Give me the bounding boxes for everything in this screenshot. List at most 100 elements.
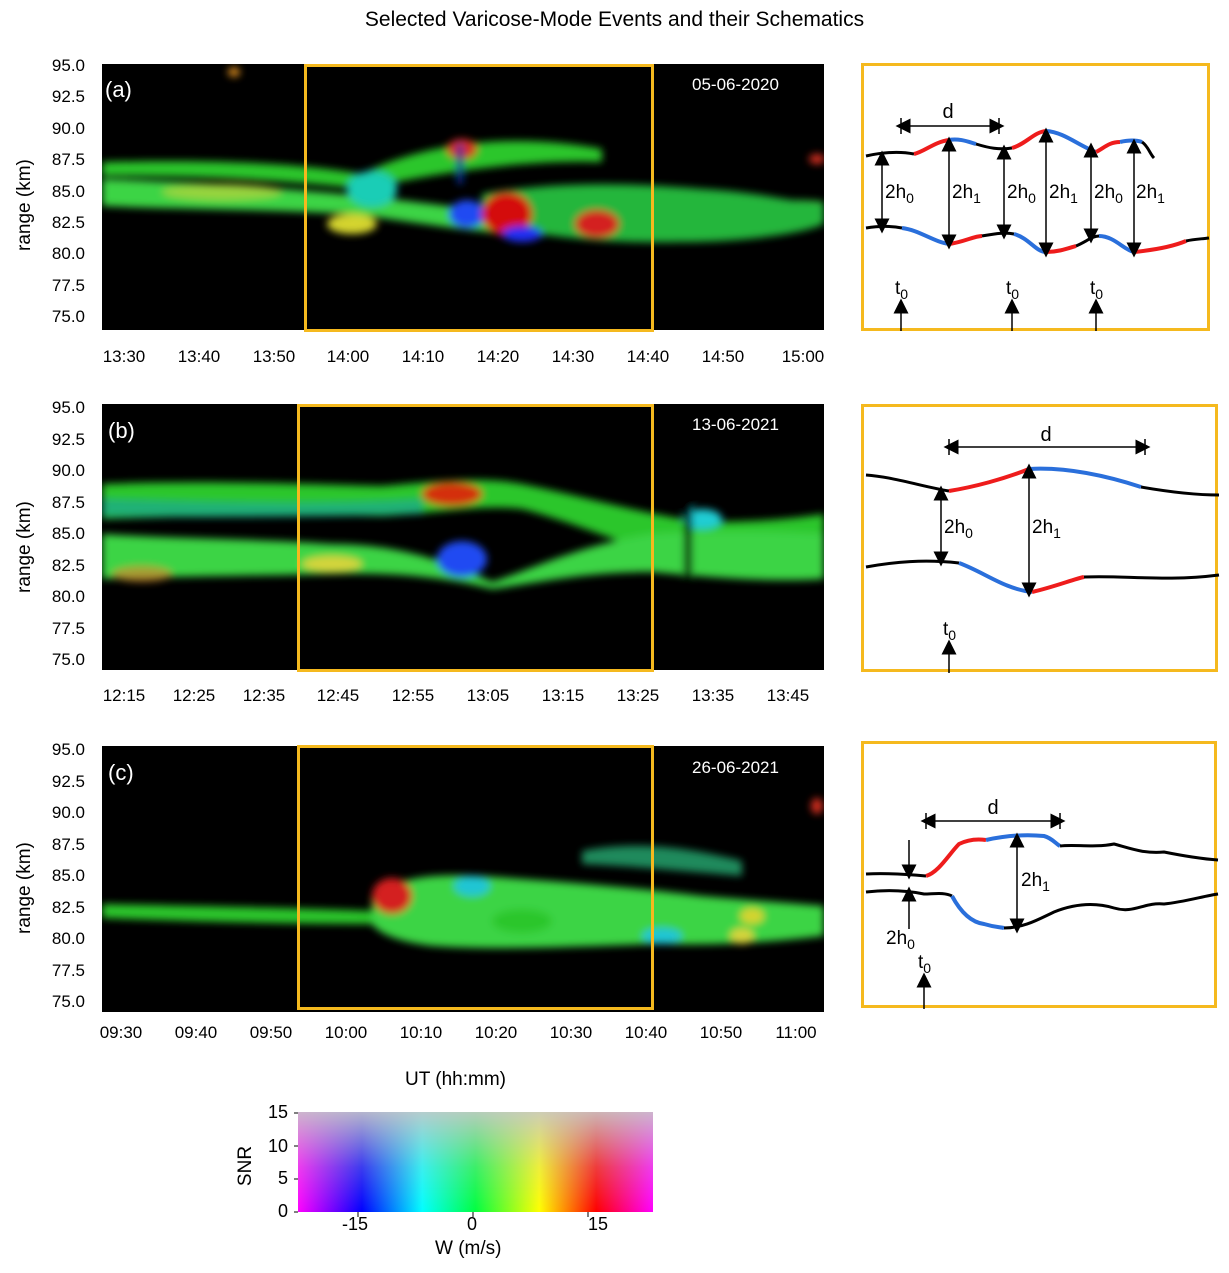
x-tick: 10:50 bbox=[699, 1023, 743, 1042]
t0-label: t0 bbox=[1006, 278, 1019, 302]
t0-label: t0 bbox=[943, 619, 956, 643]
y-tick: 90.0 bbox=[51, 803, 85, 822]
schematic-a: d 2h0 2h1 2h0 2h1 2h0 2h1 t0 t0 t0 bbox=[861, 63, 1210, 331]
x-axis-label: UT (hh:mm) bbox=[405, 1069, 506, 1090]
x-tick: 13:05 bbox=[466, 686, 510, 705]
y-tick: 90.0 bbox=[51, 461, 85, 480]
x-tick: 14:50 bbox=[701, 347, 745, 366]
x-tick: 13:30 bbox=[102, 347, 146, 366]
y-tick: 85.0 bbox=[51, 524, 85, 543]
radar-image-c bbox=[102, 746, 824, 1012]
x-tick: 12:15 bbox=[102, 686, 146, 705]
y-tick: 92.5 bbox=[51, 430, 85, 449]
colorbar-y-tick: 15 bbox=[268, 1102, 289, 1122]
x-tick: 14:20 bbox=[476, 347, 520, 366]
y-tick: 77.5 bbox=[51, 276, 85, 295]
d-label: d bbox=[1040, 424, 1051, 446]
y-tick: 77.5 bbox=[51, 619, 85, 638]
colorbar-y-tick: 5 bbox=[278, 1168, 289, 1188]
x-tick: 12:25 bbox=[172, 686, 216, 705]
x-tick: 10:00 bbox=[324, 1023, 368, 1042]
colorbar-x-label: W (m/s) bbox=[435, 1238, 502, 1259]
schematic-c: d 2h1 2h0 t0 bbox=[861, 741, 1219, 1009]
x-tick: 13:15 bbox=[541, 686, 585, 705]
x-tick: 12:45 bbox=[316, 686, 360, 705]
highlight-window-a bbox=[304, 64, 654, 332]
colorbar-x-tick: -15 bbox=[342, 1214, 369, 1234]
highlight-window-c bbox=[297, 745, 654, 1010]
y-tick: 85.0 bbox=[51, 866, 85, 885]
x-tick: 10:40 bbox=[624, 1023, 668, 1042]
y-tick: 92.5 bbox=[51, 87, 85, 106]
h0-label: 2h0 bbox=[1094, 182, 1123, 206]
y-tick: 75.0 bbox=[51, 650, 85, 669]
colorbar-y-tick: 0 bbox=[278, 1201, 289, 1221]
y-tick: 87.5 bbox=[51, 835, 85, 854]
y-tick: 95.0 bbox=[51, 740, 85, 759]
y-tick: 80.0 bbox=[51, 587, 85, 606]
h1-label: 2h1 bbox=[1136, 182, 1165, 206]
panel-label-a: (a) bbox=[105, 77, 132, 102]
x-tick: 09:30 bbox=[99, 1023, 143, 1042]
x-tick: 12:55 bbox=[391, 686, 435, 705]
figure-title: Selected Varicose-Mode Events and their … bbox=[364, 8, 865, 31]
y-tick: 82.5 bbox=[51, 898, 85, 917]
y-tick: 92.5 bbox=[51, 772, 85, 791]
x-tick: 14:40 bbox=[626, 347, 670, 366]
y-tick: 77.5 bbox=[51, 961, 85, 980]
h0-label: 2h0 bbox=[885, 182, 914, 206]
h0-label: 2h0 bbox=[944, 517, 973, 541]
x-tick: 13:35 bbox=[691, 686, 735, 705]
x-tick: 15:00 bbox=[781, 347, 825, 366]
x-tick: 09:40 bbox=[174, 1023, 218, 1042]
colorbar-y-label: SNR bbox=[235, 1145, 256, 1187]
x-tick: 12:35 bbox=[242, 686, 286, 705]
x-tick: 13:25 bbox=[616, 686, 660, 705]
h0-label: 2h0 bbox=[1007, 182, 1036, 206]
y-tick: 87.5 bbox=[51, 150, 85, 169]
colorbar-y-tick: 10 bbox=[268, 1136, 289, 1156]
x-tick: 10:30 bbox=[549, 1023, 593, 1042]
panel-date-a: 05-06-2020 bbox=[692, 75, 779, 94]
h0-label: 2h0 bbox=[886, 928, 915, 952]
x-tick: 14:30 bbox=[551, 347, 595, 366]
x-tick: 14:00 bbox=[326, 347, 370, 366]
y-tick: 75.0 bbox=[51, 307, 85, 326]
colorbar-x-tick: 0 bbox=[467, 1214, 478, 1234]
y-tick: 95.0 bbox=[51, 56, 85, 75]
d-label: d bbox=[987, 797, 998, 819]
y-tick: 75.0 bbox=[51, 992, 85, 1011]
y-tick: 95.0 bbox=[51, 398, 85, 417]
radar-image-a bbox=[102, 64, 824, 330]
y-tick: 80.0 bbox=[51, 244, 85, 263]
x-tick: 10:20 bbox=[474, 1023, 518, 1042]
y-tick: 90.0 bbox=[51, 119, 85, 138]
x-tick: 10:10 bbox=[399, 1023, 443, 1042]
colorbar-image bbox=[294, 1112, 653, 1217]
y-tick: 80.0 bbox=[51, 929, 85, 948]
x-tick: 13:50 bbox=[252, 347, 296, 366]
panel-label-b: (b) bbox=[108, 418, 135, 443]
schematic-b: d 2h0 2h1 t0 bbox=[861, 404, 1220, 673]
colorbar-x-tick: 15 bbox=[588, 1214, 609, 1234]
x-tick: 13:40 bbox=[177, 347, 221, 366]
t0-label: t0 bbox=[895, 278, 908, 302]
y-tick: 82.5 bbox=[51, 556, 85, 575]
panel-date-c: 26-06-2021 bbox=[692, 758, 779, 777]
y-tick: 85.0 bbox=[51, 182, 85, 201]
y-tick: 82.5 bbox=[51, 213, 85, 232]
panel-date-b: 13-06-2021 bbox=[692, 415, 779, 434]
x-tick: 09:50 bbox=[249, 1023, 293, 1042]
h1-label: 2h1 bbox=[1049, 182, 1078, 206]
t0-label: t0 bbox=[1090, 278, 1103, 302]
h1-label: 2h1 bbox=[1032, 517, 1061, 541]
h1-label: 2h1 bbox=[952, 182, 981, 206]
h1-label: 2h1 bbox=[1021, 870, 1050, 894]
x-tick: 13:45 bbox=[766, 686, 810, 705]
x-tick: 11:00 bbox=[775, 1023, 817, 1042]
radar-image-b bbox=[102, 404, 824, 670]
panel-label-c: (c) bbox=[108, 760, 134, 785]
y-tick: 87.5 bbox=[51, 493, 85, 512]
highlight-window-b bbox=[297, 404, 654, 672]
t0-label: t0 bbox=[918, 952, 931, 976]
